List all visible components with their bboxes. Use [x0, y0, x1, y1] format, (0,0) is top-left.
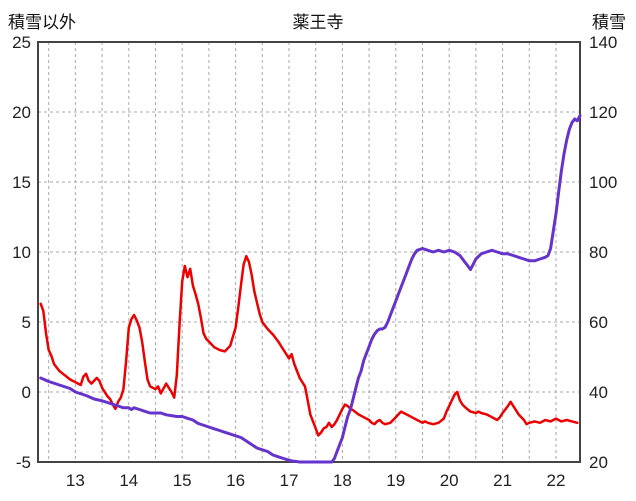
x-axis-tick-label: 17 — [280, 471, 299, 490]
right-axis-title: 積雪 — [592, 13, 626, 32]
right-axis-tick-label: 120 — [589, 103, 617, 122]
left-axis-tick-label: 25 — [12, 33, 31, 52]
right-axis-tick-label: 100 — [589, 173, 617, 192]
left-axis-tick-label: 15 — [12, 173, 31, 192]
x-axis-tick-label: 21 — [493, 471, 512, 490]
x-axis-tick-label: 13 — [66, 471, 85, 490]
red-series-line — [39, 254, 579, 437]
x-axis-tick-label: 15 — [173, 471, 192, 490]
x-axis-tick-label: 22 — [547, 471, 566, 490]
right-axis-tick-label: 20 — [589, 453, 608, 472]
purple-series-line — [39, 114, 582, 464]
left-axis-tick-label: -5 — [16, 453, 31, 472]
x-axis-tick-label: 18 — [333, 471, 352, 490]
right-axis-tick-label: 40 — [589, 383, 608, 402]
left-axis-tick-label: 0 — [22, 383, 31, 402]
x-axis-tick-label: 20 — [440, 471, 459, 490]
x-axis-tick-label: 19 — [386, 471, 405, 490]
left-axis-tick-label: 20 — [12, 103, 31, 122]
x-axis-tick-label: 16 — [226, 471, 245, 490]
left-axis-tick-label: 5 — [22, 313, 31, 332]
chart-title: 薬王寺 — [292, 13, 344, 32]
right-axis-tick-label: 80 — [589, 243, 608, 262]
x-axis-tick-label: 14 — [119, 471, 138, 490]
right-axis-tick-label: 60 — [589, 313, 608, 332]
left-axis-title: 積雪以外 — [8, 13, 76, 32]
left-axis-tick-label: 10 — [12, 243, 31, 262]
right-axis-tick-label: 140 — [589, 33, 617, 52]
